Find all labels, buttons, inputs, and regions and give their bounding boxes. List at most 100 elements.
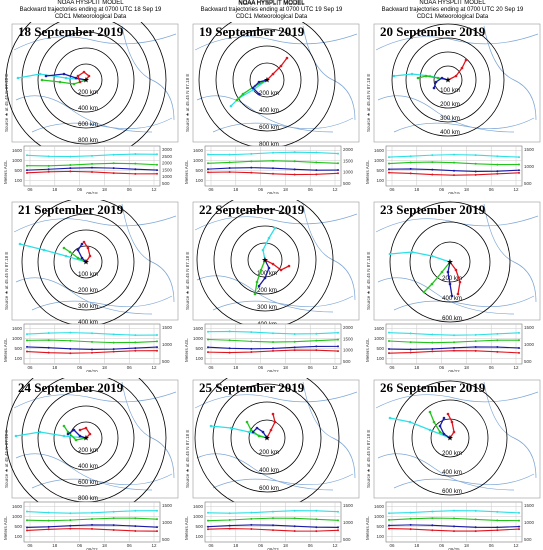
green-height-point — [112, 162, 115, 165]
time-tick-label: 06 — [77, 543, 83, 548]
blue-trajectory-point — [446, 270, 450, 274]
range-ring-label: 400 km — [78, 464, 98, 470]
red-height-point — [453, 174, 455, 177]
time-tick-label: 18 — [233, 187, 239, 192]
height-tick-label: 1000 — [12, 336, 23, 341]
red-height-point — [207, 528, 209, 531]
source-label: Source ★ at 45.45 N 87.18 E — [366, 430, 371, 488]
red-height-point — [134, 172, 137, 175]
red-height-point — [26, 350, 28, 353]
blue-trajectory — [252, 79, 268, 95]
blue-trajectory-point — [442, 432, 446, 436]
blue-height-point — [26, 169, 28, 172]
blue-height-point — [250, 347, 253, 350]
panel-date-title: 22 September 2019 — [199, 202, 305, 217]
cyan-height-point — [272, 151, 274, 154]
source-label: Source ★ at 45.45 N 87.18 E — [366, 252, 371, 310]
panel-date-title: 23 September 2019 — [380, 202, 486, 217]
blue-trajectory-point — [450, 294, 454, 298]
panel-date-title: 26 September 2019 — [380, 380, 486, 395]
border-line — [15, 95, 153, 133]
blue-height-point — [112, 348, 115, 351]
green-height-point — [409, 161, 412, 164]
cyan-height-point — [315, 509, 318, 512]
green-trajectory-point — [72, 82, 76, 86]
height-tick-label: 1000 — [374, 514, 385, 519]
border-line — [196, 453, 334, 491]
source-label: Source ★ at 45.45 N 87.18 E — [185, 252, 190, 310]
blue-trajectory-point — [251, 430, 255, 434]
cyan-trajectory-point — [42, 248, 46, 252]
blue-height-point — [453, 346, 455, 349]
blue-height-point — [91, 348, 93, 351]
red-height-point — [207, 171, 209, 174]
range-ring — [37, 389, 135, 487]
border-line — [196, 275, 334, 313]
level-tick-label: 500 — [162, 537, 170, 542]
green-trajectory-point — [58, 80, 62, 84]
time-tick-label: 06 — [258, 187, 264, 192]
cyan-height-point — [474, 333, 477, 336]
cyan-trajectory-point — [273, 226, 277, 230]
height-tick-label: 100 — [14, 534, 22, 539]
cyan-trajectory-point — [430, 254, 434, 258]
height-tick-label: 500 — [376, 524, 384, 529]
level-tick-label: 1000 — [524, 520, 535, 525]
source-label: Source ★ at 45.45 N 87.18 E — [185, 74, 190, 132]
time-tick-label: 18 — [464, 543, 470, 548]
height-tick-label: 1600 — [12, 148, 23, 153]
cyan-height-point — [228, 330, 231, 333]
red-trajectory-point — [450, 420, 454, 424]
cyan-trajectory-point — [209, 424, 213, 428]
green-trajectory-point — [257, 434, 261, 438]
green-height-point — [156, 340, 158, 343]
green-trajectory-point — [66, 430, 70, 434]
red-trajectory-point — [279, 64, 283, 68]
green-height-point — [474, 518, 477, 521]
blue-trajectory-point — [80, 242, 84, 246]
height-tick-label: 1000 — [12, 514, 23, 519]
height-axis-label: Meters AGL — [184, 160, 189, 184]
green-trajectory-point — [62, 246, 66, 250]
level-tick-label: 1000 — [162, 342, 173, 347]
green-trajectory-point — [430, 282, 434, 286]
time-tick-label: 06 — [27, 365, 33, 370]
border-line — [121, 25, 175, 121]
green-height-point — [518, 339, 520, 342]
cyan-height-point — [293, 151, 296, 154]
cyan-height-point — [453, 334, 455, 337]
time-tick-label: 06 — [27, 543, 33, 548]
height-axis-label: Meters AGL — [365, 516, 370, 540]
time-tick-label: 18 — [414, 365, 420, 370]
height-tick-label: 100 — [376, 356, 384, 361]
green-trajectory-point — [440, 270, 444, 274]
green-height-point — [26, 164, 28, 167]
source-star-icon: ★ — [82, 258, 89, 267]
blue-height-point — [272, 524, 274, 527]
cyan-height-point — [112, 510, 115, 513]
red-trajectory — [266, 57, 288, 81]
blue-height-point — [315, 345, 318, 348]
red-trajectory-point — [446, 412, 450, 416]
blue-trajectory-point — [251, 86, 255, 90]
blue-height-point — [388, 348, 390, 351]
border-line — [375, 391, 539, 409]
cyan-height-point — [474, 154, 477, 157]
range-ring-label: 400 km — [442, 470, 462, 476]
header-mid-model: NOAA HYSPLIT MODEL — [238, 0, 305, 6]
height-tick-label: 100 — [14, 356, 22, 361]
red-height-point — [47, 351, 50, 354]
blue-trajectory-point — [62, 72, 66, 76]
border-line — [483, 203, 537, 303]
cyan-trajectory-point — [410, 72, 414, 76]
header-right-meteo: CDC1 Meteorological Data — [416, 14, 489, 20]
source-star-icon: ★ — [263, 434, 270, 443]
blue-height-point — [496, 346, 499, 349]
range-ring — [53, 47, 119, 113]
cyan-trajectory-point — [247, 430, 251, 434]
time-tick-label: 12 — [513, 187, 519, 192]
day-label: 09/19 — [448, 191, 460, 194]
time-tick-label: 18 — [52, 187, 58, 192]
blue-trajectory-point — [442, 416, 446, 420]
green-trajectory-point — [436, 76, 440, 80]
